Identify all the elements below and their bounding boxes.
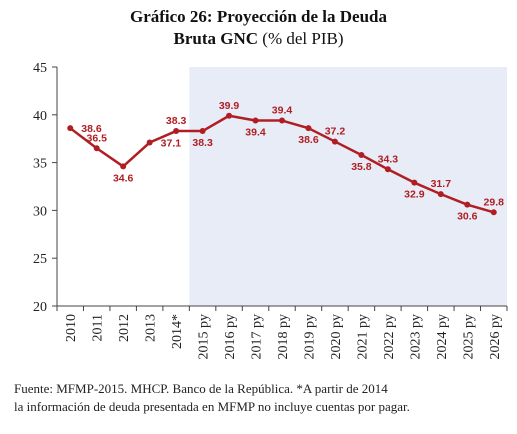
- data-point: [490, 209, 497, 216]
- data-label: 36.5: [86, 132, 107, 144]
- x-tick-label: 2020 py: [329, 314, 344, 360]
- data-point: [226, 112, 233, 119]
- data-point: [305, 125, 312, 132]
- x-tick-label: 2013: [144, 314, 159, 342]
- y-tick-label: 30: [33, 204, 47, 219]
- data-point: [173, 128, 180, 135]
- x-tick-label: 2024 py: [435, 314, 450, 360]
- y-tick-label: 25: [33, 252, 47, 267]
- x-tick-label: 2025 py: [461, 314, 476, 360]
- source-line1: Fuente: MFMP-2015. MHCP. Banco de la Rep…: [14, 381, 388, 396]
- x-tick-label: 2026 py: [488, 314, 503, 360]
- data-point: [279, 117, 285, 124]
- x-tick-label: 2018 py: [276, 314, 291, 360]
- y-tick-label: 20: [33, 300, 47, 315]
- data-point: [93, 145, 100, 152]
- line-chart: 20 25 30 35 40 45 2010 2011 2012 2013 2014* 2015 py…: [33, 61, 508, 360]
- data-label: 32.9: [404, 189, 425, 201]
- x-tick-label: 2014*: [170, 314, 185, 349]
- chart-title-line1: Gráfico 26: Proyección de la Deuda: [129, 7, 387, 26]
- data-point: [464, 201, 471, 208]
- chart-title-line2-unit: (% del PIB): [262, 29, 344, 48]
- chart-title-line2-bold: Bruta GNC: [173, 29, 259, 48]
- chart-title: Gráfico 26: Proyección de la Deuda Bruta…: [0, 6, 517, 50]
- x-tick-label: 2022 py: [382, 314, 397, 360]
- data-label: 37.2: [325, 126, 346, 138]
- data-point: [358, 151, 365, 158]
- data-label: 39.4: [272, 105, 293, 117]
- data-point: [252, 117, 259, 124]
- x-tick-label: 2017 py: [250, 314, 265, 360]
- y-tick-label: 40: [33, 109, 47, 124]
- y-tick-label: 35: [33, 157, 47, 172]
- data-point: [67, 125, 74, 132]
- data-label: 38.3: [192, 137, 213, 149]
- y-tick-label: 45: [33, 61, 47, 76]
- x-tick-label: 2016 py: [223, 314, 238, 360]
- x-tick-label: 2019 py: [302, 314, 317, 360]
- data-label: 34.3: [378, 153, 399, 165]
- x-tick-label: 2023 py: [408, 314, 423, 360]
- data-label: 31.7: [431, 178, 452, 190]
- x-tick-label: 2011: [91, 314, 106, 341]
- data-point: [384, 166, 391, 173]
- data-point: [120, 163, 127, 170]
- data-point: [437, 191, 444, 198]
- data-label: 39.4: [245, 127, 266, 139]
- data-label: 38.6: [81, 123, 102, 135]
- x-tick-label: 2015 py: [197, 314, 212, 360]
- data-point: [146, 139, 153, 146]
- x-tick-label: 2021 py: [355, 314, 370, 360]
- chart-title-line2: Bruta GNC (% del PIB): [0, 28, 517, 50]
- data-point: [199, 128, 206, 135]
- data-label: 34.6: [113, 172, 134, 184]
- x-tick-label: 2010: [64, 314, 79, 342]
- data-label: 29.8: [484, 196, 505, 208]
- data-label: 30.6: [457, 211, 478, 223]
- data-label: 35.8: [351, 161, 372, 173]
- data-label: 38.6: [298, 134, 319, 146]
- data-label: 39.9: [219, 100, 240, 112]
- data-label: 37.1: [161, 138, 182, 150]
- data-point: [411, 179, 418, 186]
- x-tick-label: 2012: [117, 314, 132, 342]
- projection-shading: [189, 67, 507, 306]
- data-point: [331, 138, 338, 145]
- source-line2: la información de deuda presentada en MF…: [14, 399, 410, 414]
- data-label: 38.3: [166, 115, 187, 127]
- source-note: Fuente: MFMP-2015. MHCP. Banco de la Rep…: [14, 380, 510, 416]
